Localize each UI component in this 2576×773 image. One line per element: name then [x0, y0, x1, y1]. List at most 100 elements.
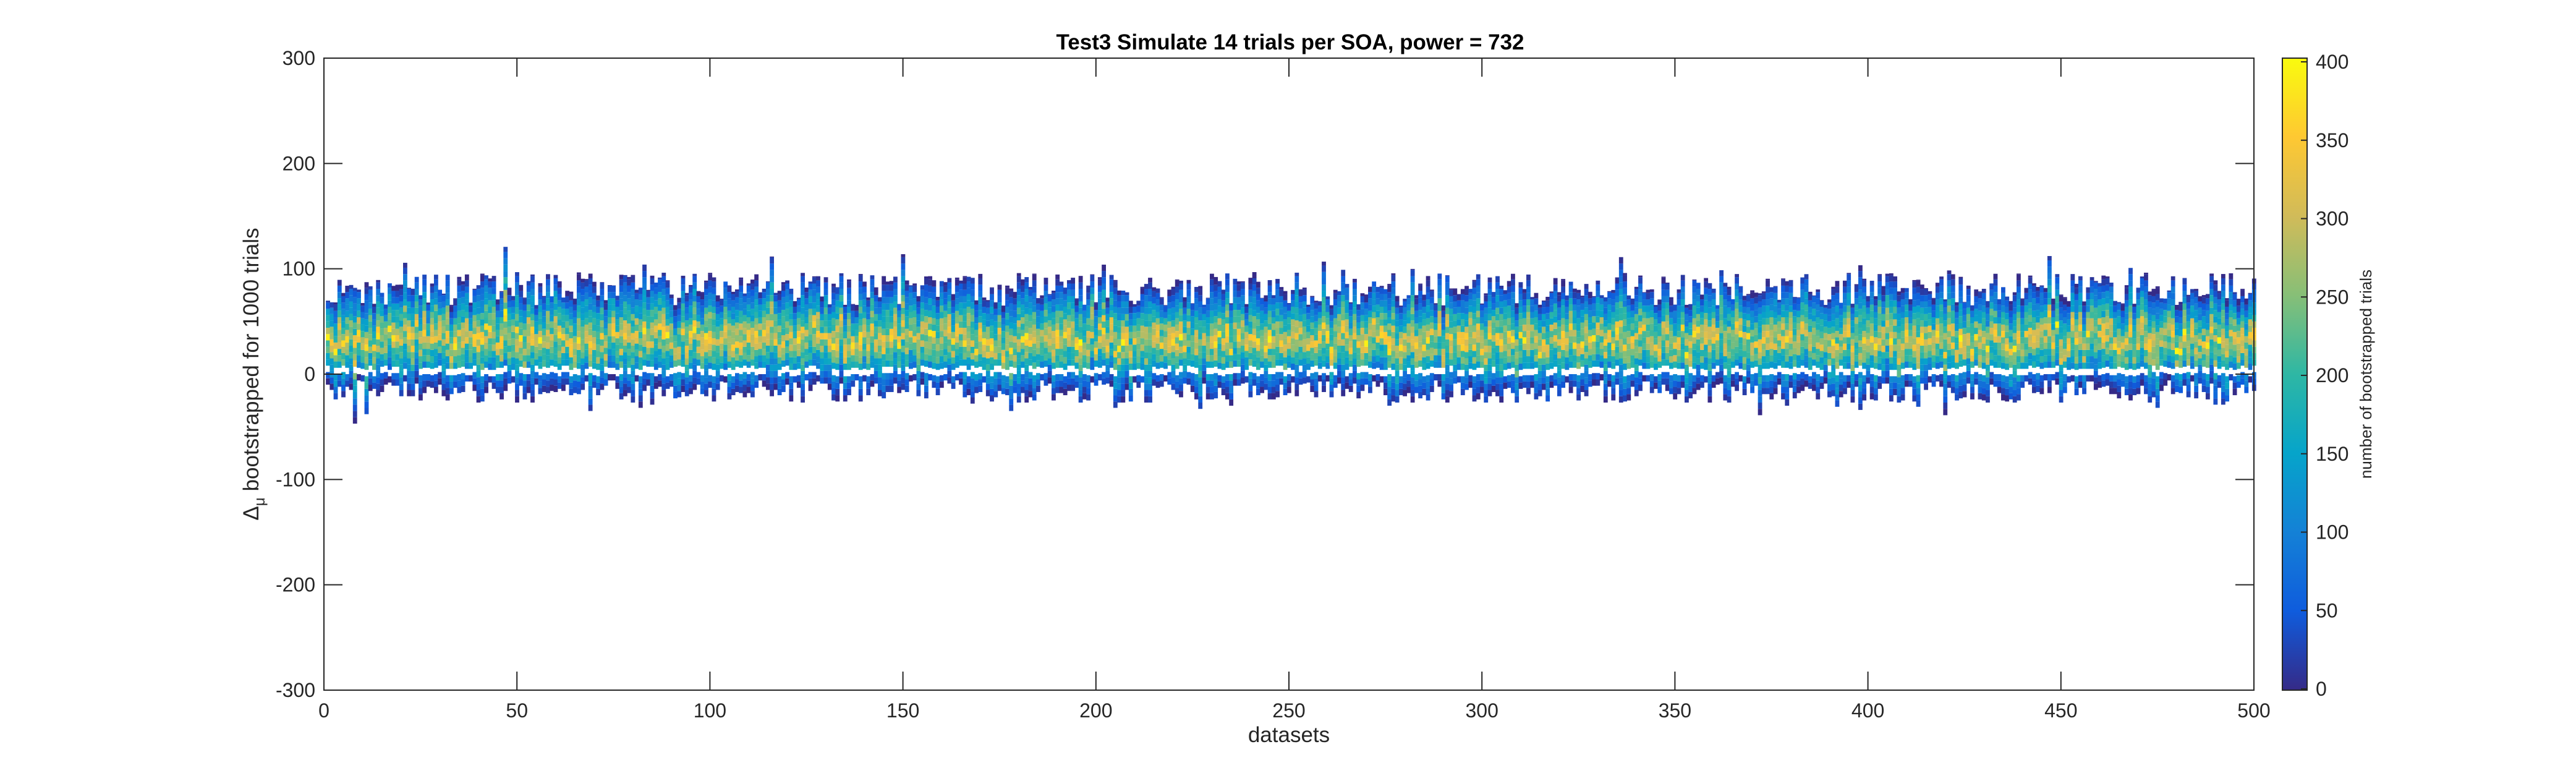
heatmap-cell [966, 313, 971, 320]
heatmap-cell [1341, 370, 1346, 378]
heatmap-cell [1375, 317, 1380, 324]
heatmap-cell [847, 300, 851, 307]
heatmap-cell [1071, 302, 1076, 309]
heatmap-cell [897, 349, 902, 356]
heatmap-cell [399, 370, 404, 378]
heatmap-cell [1294, 333, 1299, 340]
heatmap-cell [889, 373, 894, 380]
heatmap-cell [522, 386, 527, 393]
heatmap-cell [878, 339, 882, 346]
heatmap-cell [878, 333, 882, 340]
heatmap-cell [592, 312, 597, 318]
heatmap-cell [480, 275, 485, 282]
heatmap-cell [1117, 290, 1121, 296]
heatmap-cell [1086, 293, 1091, 300]
heatmap-cell [1422, 325, 1427, 332]
heatmap-cell [1225, 292, 1230, 299]
heatmap-cell [862, 343, 867, 350]
heatmap-cell [619, 374, 624, 381]
heatmap-cell [499, 361, 504, 368]
heatmap-cell [765, 383, 770, 390]
heatmap-cell [708, 299, 713, 306]
heatmap-cell [677, 346, 682, 353]
dataset-column [1429, 289, 1434, 392]
heatmap-cell [1345, 288, 1350, 294]
heatmap-cell [1013, 298, 1018, 305]
heatmap-cell [507, 370, 512, 378]
heatmap-cell [816, 293, 820, 300]
heatmap-cell [1113, 357, 1118, 364]
heatmap-cell [1368, 361, 1372, 368]
heatmap-cell [388, 288, 392, 294]
heatmap-cell [588, 348, 593, 354]
heatmap-cell [1317, 343, 1322, 350]
heatmap-cell [1325, 312, 1330, 318]
dataset-column [796, 297, 801, 388]
heatmap-cell [650, 297, 655, 304]
heatmap-cell [538, 388, 543, 395]
heatmap-cell [1167, 289, 1172, 290]
heatmap-cell [1016, 282, 1021, 289]
heatmap-cell [796, 299, 801, 306]
heatmap-cell [1275, 334, 1280, 341]
heatmap-cell [546, 279, 550, 286]
heatmap-cell [758, 292, 763, 299]
heatmap-cell [329, 307, 334, 314]
heatmap-cell [569, 357, 574, 364]
heatmap-cell [959, 328, 963, 335]
heatmap-cell [584, 343, 589, 350]
heatmap-cell [1298, 302, 1303, 309]
heatmap-cell [333, 323, 338, 330]
heatmap-cell [723, 363, 728, 370]
heatmap-cell [796, 349, 801, 357]
heatmap-cell [854, 349, 859, 356]
heatmap-cell [603, 328, 608, 335]
heatmap-cell [464, 356, 469, 363]
heatmap-cell [1044, 360, 1048, 367]
heatmap-cell [715, 295, 720, 302]
heatmap-cell [1097, 317, 1102, 324]
heatmap-cell [495, 304, 500, 311]
heatmap-cell [642, 378, 647, 385]
heatmap-cell [882, 297, 886, 304]
heatmap-cell [1082, 355, 1087, 362]
heatmap-cell [507, 364, 512, 371]
heatmap-cell [1410, 377, 1415, 384]
heatmap-cell [1028, 334, 1033, 341]
heatmap-cell [576, 280, 581, 287]
heatmap-cell [742, 346, 747, 353]
heatmap-cell [623, 383, 627, 390]
heatmap-cell [1094, 322, 1099, 329]
heatmap-cell [1337, 346, 1341, 352]
heatmap-cell [1175, 381, 1180, 388]
heatmap-cell [469, 305, 473, 312]
heatmap-cell [1121, 383, 1126, 390]
heatmap-cell [858, 363, 863, 370]
heatmap-cell [715, 364, 720, 371]
heatmap-cell [1360, 359, 1365, 366]
heatmap-cell [1117, 320, 1121, 327]
heatmap-cell [1210, 330, 1214, 336]
heatmap-cell [526, 386, 531, 393]
heatmap-cell [889, 310, 894, 317]
dataset-column [1074, 298, 1079, 388]
heatmap-cell [1403, 352, 1408, 359]
heatmap-cell [789, 338, 794, 345]
heatmap-cell [1082, 393, 1087, 399]
heatmap-cell [785, 309, 789, 315]
dataset-column [708, 273, 713, 388]
heatmap-cell [963, 359, 967, 366]
heatmap-cell [1264, 346, 1269, 352]
heatmap-cell [453, 305, 458, 312]
heatmap-cell [1186, 372, 1191, 378]
heatmap-cell [758, 336, 763, 343]
heatmap-cell [777, 331, 782, 339]
dataset-column [472, 288, 477, 391]
heatmap-cell [619, 304, 624, 311]
heatmap-cell [491, 325, 496, 332]
heatmap-cell [364, 408, 369, 414]
heatmap-cell [1387, 323, 1392, 330]
heatmap-cell [851, 317, 856, 324]
heatmap-cell [990, 395, 994, 402]
heatmap-cell [572, 317, 577, 324]
